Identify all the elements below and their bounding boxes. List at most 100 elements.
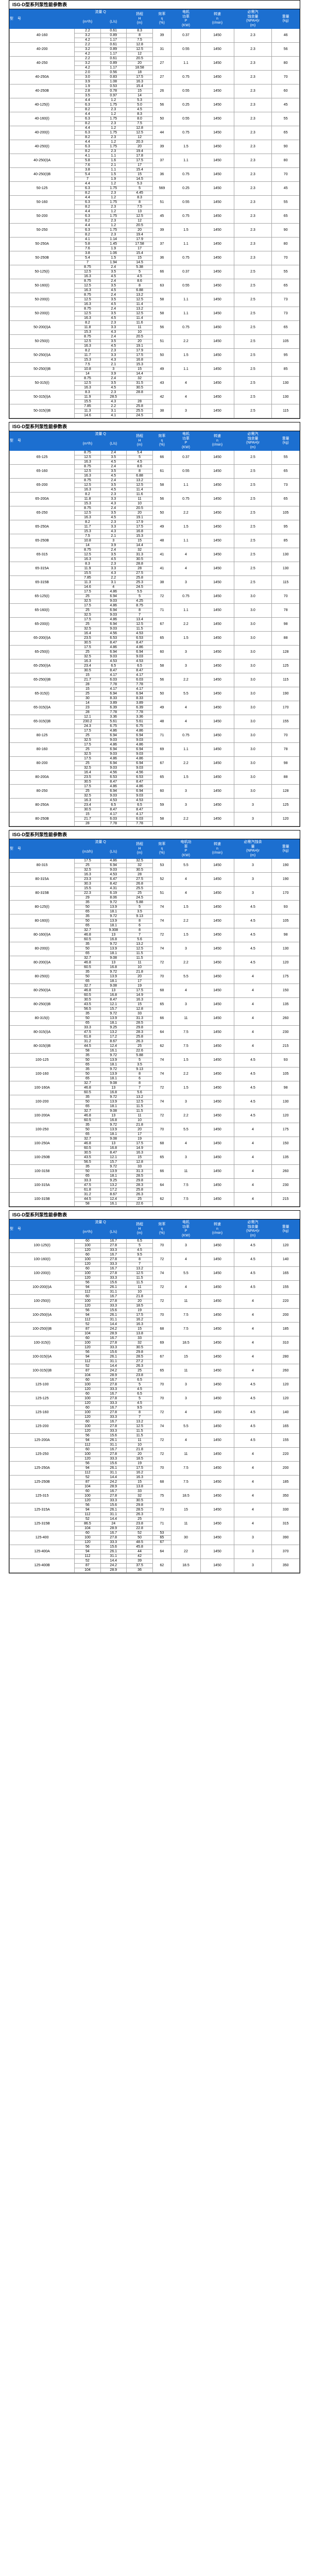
cell-flow-m3h[interactable]: 56	[74, 1308, 101, 1313]
cell-motor-power[interactable]: 3	[170, 798, 201, 812]
cell-speed[interactable]: 1450	[200, 784, 234, 799]
cell-weight[interactable]: 280	[271, 1350, 300, 1364]
cell-speed[interactable]: 1450	[200, 1239, 234, 1253]
cell-efficiency[interactable]: 70	[152, 1378, 171, 1392]
cell-motor-power[interactable]: 0.55	[170, 42, 201, 57]
cell-flow-m3h[interactable]: 8.75	[74, 478, 101, 483]
cell-flow-ls[interactable]: 6.19	[100, 891, 127, 896]
cell-efficiency[interactable]: 51	[152, 886, 171, 901]
cell-model[interactable]: 80-200	[9, 756, 75, 771]
cell-flow-ls[interactable]: 9.308	[100, 928, 127, 933]
cell-flow-ls[interactable]: 16.8	[100, 993, 127, 998]
cell-flow-m3h[interactable]: 16.3	[74, 274, 101, 279]
cell-flow-m3h[interactable]: 15.5	[74, 399, 101, 404]
cell-head[interactable]: 20	[126, 974, 153, 979]
cell-head[interactable]: 6.94	[126, 747, 153, 752]
cell-head[interactable]: 4.86	[126, 756, 153, 761]
table-row[interactable]: 23.4 6.5 6.5	[10, 664, 300, 669]
cell-speed[interactable]: 1450	[200, 1123, 234, 1137]
header-speed[interactable]: 转速 n (r/min)	[200, 1219, 234, 1239]
cell-flow-m3h[interactable]: 87	[74, 1480, 101, 1485]
cell-head[interactable]: 13.2	[126, 1419, 153, 1425]
cell-npsh[interactable]: 2.3	[233, 251, 272, 265]
cell-head[interactable]: 8.47	[126, 807, 153, 812]
cell-speed[interactable]: 1450	[200, 1475, 234, 1489]
cell-flow-ls[interactable]: 16.7	[100, 1419, 127, 1425]
table-row[interactable]: 125-250A 56 15.6 19 70 7.5 1450 4 200	[9, 1461, 300, 1476]
cell-head[interactable]: 11.5	[126, 1280, 153, 1285]
cell-speed[interactable]: 1450	[200, 1011, 234, 1026]
cell-speed[interactable]: 1450	[200, 506, 234, 520]
cell-head[interactable]: 4.56	[126, 770, 153, 775]
cell-flow-m3h[interactable]: 12.5	[74, 552, 101, 557]
cell-head[interactable]: 29.8	[126, 1350, 153, 1355]
cell-flow-ls[interactable]: 2.3	[100, 191, 127, 196]
cell-flow-ls[interactable]: 4.3	[100, 571, 127, 576]
cell-flow-ls[interactable]: 27.8	[100, 1271, 127, 1276]
cell-efficiency[interactable]: 56	[152, 320, 171, 335]
cell-weight[interactable]: 135	[271, 1150, 300, 1165]
cell-flow-m3h[interactable]: 112	[74, 1290, 101, 1295]
table-row[interactable]: 100-200 35 9.72 13.2 74 3 1450 4.5 130	[9, 1095, 300, 1109]
cell-efficiency[interactable]: 74	[152, 1419, 171, 1434]
header-weight[interactable]: 重量 (kg)	[271, 9, 300, 29]
cell-model[interactable]: 80-315A	[9, 872, 75, 887]
cell-flow-ls[interactable]: 13.2	[100, 1183, 127, 1188]
cell-flow-m3h[interactable]: 4.4	[74, 126, 101, 131]
cell-head[interactable]: 6.94	[126, 691, 153, 697]
cell-head[interactable]: 25.3	[126, 580, 153, 585]
cell-head[interactable]: 11.5	[126, 1433, 153, 1438]
cell-flow-m3h[interactable]: 8.2	[74, 107, 101, 112]
cell-motor-power[interactable]: 3	[170, 575, 201, 590]
cell-head[interactable]: 17.8	[126, 154, 153, 159]
cell-motor-power[interactable]: 5.5	[170, 687, 201, 701]
cell-motor-power[interactable]: 4	[170, 390, 201, 404]
cell-flow-m3h[interactable]: 104	[74, 1526, 101, 1531]
cell-head[interactable]: 17.5	[126, 1313, 153, 1318]
cell-npsh[interactable]: 3.0	[233, 659, 272, 673]
cell-flow-ls[interactable]: 4.5	[100, 473, 127, 479]
cell-speed[interactable]: 1450	[200, 478, 234, 493]
cell-flow-m3h[interactable]: 2.8	[74, 89, 101, 94]
cell-flow-m3h[interactable]: 56	[74, 1350, 101, 1355]
cell-speed[interactable]: 1450	[200, 1461, 234, 1476]
cell-flow-m3h[interactable]: 6.3	[74, 186, 101, 191]
cell-head[interactable]: 22.6	[126, 1201, 153, 1207]
cell-speed[interactable]: 1450	[200, 1503, 234, 1517]
cell-head[interactable]: 23.8	[126, 1521, 153, 1527]
cell-npsh[interactable]: 4	[233, 1350, 272, 1364]
cell-flow-m3h[interactable]: 58	[74, 1048, 101, 1054]
cell-flow-ls[interactable]: 1.17	[100, 38, 127, 43]
table-row[interactable]: 16.3 4.5 11.4	[10, 302, 300, 307]
cell-head[interactable]: 11.5	[126, 956, 153, 961]
cell-head[interactable]: 7.78	[126, 710, 153, 715]
cell-head[interactable]: 5.3	[126, 181, 153, 187]
cell-flow-m3h[interactable]: 2.0	[74, 70, 101, 75]
cell-head[interactable]: 32.5	[126, 858, 153, 863]
cell-weight[interactable]: 165	[271, 1266, 300, 1281]
table-row[interactable]: 80-160(I)A 32.7 9.308 8 72 1.5 1450 4.5 98	[9, 928, 300, 942]
cell-head[interactable]: 28.5	[126, 1174, 153, 1179]
cell-flow-m3h[interactable]: 100	[74, 1341, 101, 1346]
cell-npsh[interactable]: 3	[233, 858, 272, 873]
header-flow-ls[interactable]: (L/s)	[100, 15, 127, 29]
cell-head[interactable]: 32	[126, 1494, 153, 1499]
cell-model[interactable]: 40-200(I)	[9, 126, 75, 140]
cell-flow-ls[interactable]: 3.89	[100, 701, 127, 706]
cell-weight[interactable]: 155	[271, 1280, 300, 1295]
table-row[interactable]: 50-125 4.4 1.2 5.3 569 0.25 1450 2.3 45	[9, 181, 300, 196]
cell-flow-ls[interactable]: 3.9	[100, 371, 127, 377]
cell-flow-m3h[interactable]: 29	[74, 895, 101, 901]
cell-flow-ls[interactable]: 4.86	[100, 756, 127, 761]
table-row[interactable]: 40-250A 2.0 0.56 18 27 0.75 1450 2.3 70	[9, 70, 300, 84]
cell-motor-power[interactable]: 4	[170, 715, 201, 729]
cell-head[interactable]: 8.75	[126, 603, 153, 608]
cell-npsh[interactable]: 4	[233, 997, 272, 1012]
cell-speed[interactable]: 1450	[200, 562, 234, 576]
cell-flow-ls[interactable]: 15.6	[100, 1503, 127, 1508]
cell-flow-ls[interactable]: 9.72	[100, 1067, 127, 1072]
cell-flow-m3h[interactable]: 7.6	[74, 246, 101, 251]
table-row[interactable]: 80-250(I) 35 9.72 21.8 70 5.5 1450 4 175	[9, 970, 300, 984]
cell-model[interactable]: 40-250(I)A	[9, 154, 75, 168]
cell-flow-m3h[interactable]: 32.5	[74, 752, 101, 757]
